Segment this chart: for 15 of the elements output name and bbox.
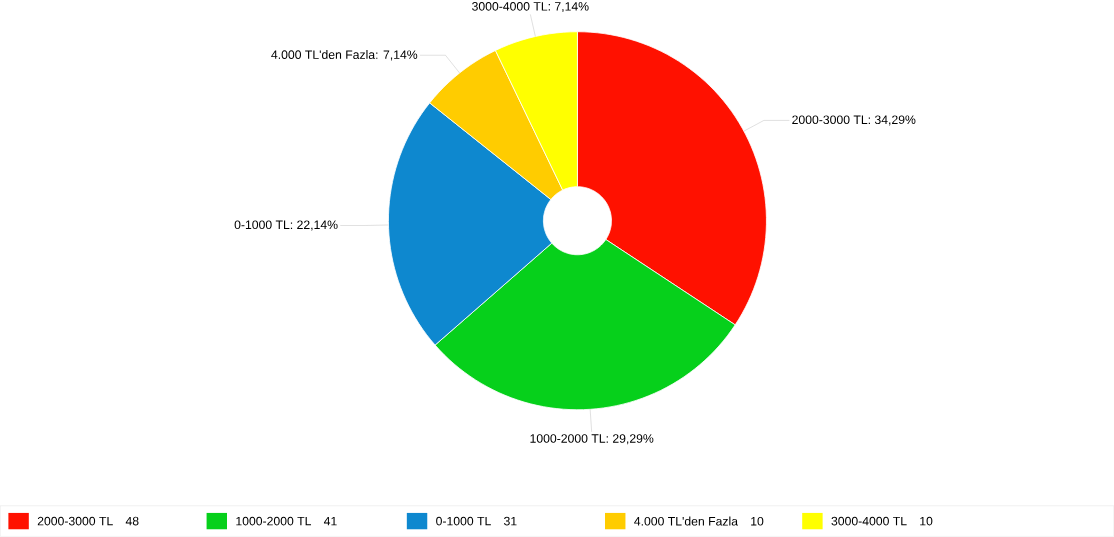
text: 4.000 TL'den Fazla: 7,14% <box>271 50 418 61</box>
data-label: 48 <box>125 516 139 526</box>
data-label: 31 <box>503 516 517 526</box>
text: 0-1000 TL: 22,14% <box>234 220 338 231</box>
data-label: 10 <box>751 517 764 526</box>
legend-label: 2000-3000 TL <box>37 516 113 526</box>
legend-label: 1000-2000 TL <box>236 516 312 526</box>
text: 3000-4000 TL: 7,14% <box>472 2 589 13</box>
legend-label: 0-1000 TL <box>436 516 491 526</box>
text: 1000-2000 TL: 29,29% <box>530 434 654 445</box>
data-label: 10 <box>920 516 933 526</box>
text: 2000-3000 TL: 34,29% <box>792 115 916 126</box>
data-label: 41 <box>323 517 337 526</box>
legend-label: 4.000 TL'den Fazla <box>634 516 738 526</box>
legend-label: 3000-4000 TL <box>831 516 907 526</box>
